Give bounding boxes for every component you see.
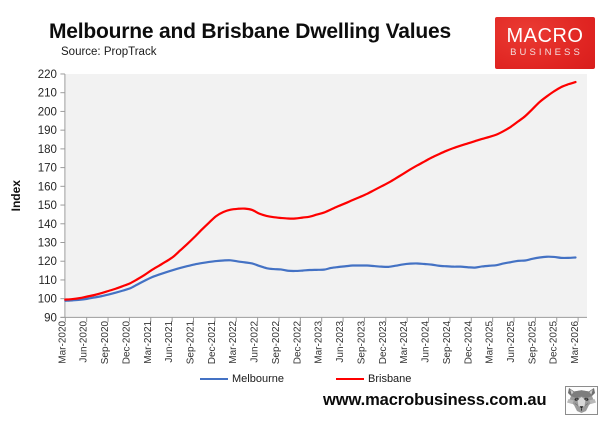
chart-source-label: Source: PropTrack [61,46,157,58]
x-axis-tick-label: Mar-2022 [228,320,239,363]
x-axis-tick-label: Dec-2020 [121,320,132,364]
x-axis-tick-label: Jun-2021 [164,320,175,362]
series-line-melbourne [64,255,577,302]
y-axis-tick-label: 170 [38,163,57,175]
logo-text-business: BUSINESS [510,47,583,58]
y-axis-tick-label: 190 [38,125,57,137]
y-axis-tick-label: 120 [38,256,57,268]
y-axis-tick-label: 110 [39,275,57,287]
x-axis-tick-label: Mar-2026 [570,320,581,363]
series-line-brisbane [64,80,577,301]
y-axis-tick-label: 130 [38,238,57,250]
y-axis-tick-label: 100 [38,294,57,306]
y-axis-tick-label: 160 [38,181,57,193]
y-axis-tick-label: 200 [38,106,57,118]
x-axis-tick-label: Sep-2024 [442,320,453,364]
y-axis-tick-label: 90 [44,312,57,324]
brisbane-line-swatch [336,378,364,381]
y-axis-title: Index [9,180,23,212]
x-axis-tick-label: Mar-2024 [399,320,410,363]
y-axis-tick-label: 210 [38,88,57,100]
y-axis-tick-label: 140 [38,219,57,231]
x-axis-tick-label: Mar-2025 [485,320,496,363]
logo-text-macro: MACRO [506,25,584,47]
x-axis-tick-label: Jun-2023 [335,320,346,362]
x-axis-tick-label: Jun-2020 [79,320,90,362]
y-axis-tick-label: 220 [38,69,57,81]
x-axis-tick-label: Sep-2025 [527,320,538,364]
x-axis-tick-label: Mar-2020 [57,320,68,363]
x-axis-tick-label: Dec-2022 [292,320,303,364]
x-axis-tick-label: Sep-2022 [271,320,282,364]
x-axis-tick-label: Mar-2021 [143,320,154,363]
x-axis-tick-label: Sep-2021 [186,320,197,364]
x-axis-tick-label: Jun-2025 [506,320,517,362]
y-axis-tick-label: 180 [38,144,57,156]
x-axis-tick-label: Sep-2020 [100,320,111,364]
x-axis-tick-label: Mar-2023 [314,320,325,363]
x-axis-tick-label: Sep-2023 [356,320,367,364]
website-url: www.macrobusiness.com.au [323,391,547,409]
wolf-logo-icon [565,386,598,415]
chart-title: Melbourne and Brisbane Dwelling Values [49,20,451,43]
melbourne-line-swatch [200,378,228,381]
legend-label-melbourne: Melbourne [232,373,284,385]
x-axis-tick-label: Jun-2024 [421,320,432,362]
wolf-head-graphic [567,388,596,413]
x-axis-tick-label: Dec-2025 [549,320,560,364]
x-axis-tick-label: Dec-2021 [207,320,218,364]
legend-label-brisbane: Brisbane [368,373,412,385]
macrobusiness-logo: MACRO BUSINESS [495,17,595,69]
y-axis-tick-label: 150 [38,200,57,212]
x-axis-tick-label: Jun-2022 [250,320,261,362]
x-axis-tick-label: Dec-2023 [378,320,389,364]
x-axis-tick-label: Dec-2024 [463,320,474,364]
